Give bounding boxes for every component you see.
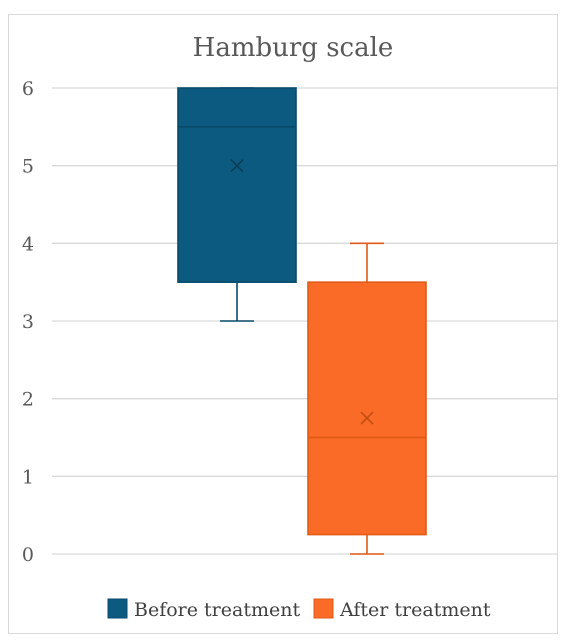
box-series bbox=[177, 87, 297, 322]
y-tick-label: 0 bbox=[22, 544, 34, 566]
legend-label: After treatment bbox=[339, 599, 491, 621]
legend-swatch bbox=[313, 598, 334, 619]
y-axis-ticks: 0 1 2 3 4 5 6 bbox=[22, 78, 34, 566]
y-tick-label: 5 bbox=[22, 156, 34, 178]
box-series bbox=[307, 242, 427, 555]
mean-marker bbox=[360, 411, 374, 425]
boxes bbox=[177, 87, 427, 555]
legend-swatch bbox=[107, 598, 128, 619]
y-tick-label: 2 bbox=[22, 389, 34, 411]
y-tick-label: 3 bbox=[22, 311, 34, 333]
gridlines bbox=[52, 87, 558, 555]
iqr-box bbox=[307, 281, 427, 536]
y-tick-label: 6 bbox=[22, 78, 34, 100]
iqr-box bbox=[177, 87, 297, 283]
chart-title: Hamburg scale bbox=[193, 33, 394, 63]
y-tick-label: 1 bbox=[22, 466, 34, 488]
mean-marker bbox=[230, 159, 244, 173]
legend: Before treatment After treatment bbox=[107, 598, 491, 621]
legend-label: Before treatment bbox=[134, 599, 300, 621]
y-tick-label: 4 bbox=[22, 233, 34, 255]
